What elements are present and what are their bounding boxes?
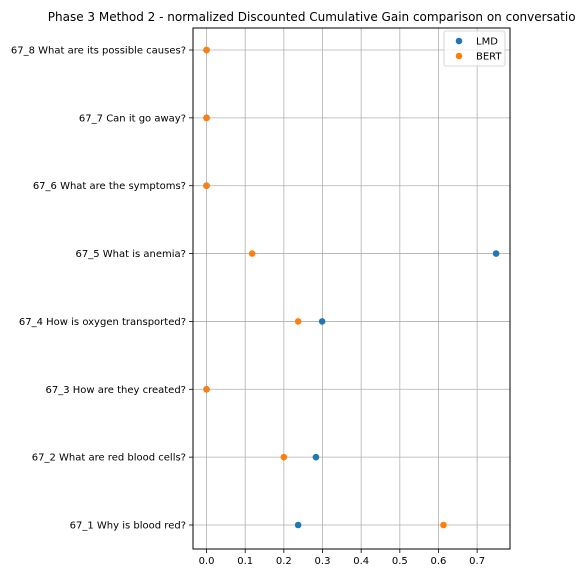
point-lmd — [318, 318, 326, 325]
legend-label: BERT — [476, 52, 502, 63]
point-bert — [280, 453, 288, 461]
point-bert — [203, 114, 210, 122]
x-tick-label: 0.6 — [431, 556, 447, 567]
point-bert — [203, 46, 210, 54]
x-tick-label: 0.0 — [199, 556, 215, 567]
y-tick-label: 67_2 What are red blood cells? — [32, 453, 186, 464]
y-tick-label: 67_5 What is anemia? — [76, 249, 186, 260]
point-lmd — [312, 453, 320, 461]
point-lmd — [294, 521, 302, 529]
point-bert — [203, 182, 210, 190]
x-tick-label: 0.7 — [469, 556, 485, 567]
y-tick-label: 67_8 What are its possible causes? — [11, 46, 186, 57]
legend: LMD BERT — [443, 30, 506, 67]
point-bert — [248, 250, 256, 257]
legend-marker — [455, 37, 463, 45]
legend-marker — [455, 52, 463, 60]
legend-label: LMD — [476, 37, 498, 48]
plot-frame — [192, 27, 511, 550]
point-bert — [294, 318, 302, 325]
y-tick-label: 67_6 What are the symptoms? — [33, 181, 186, 192]
point-bert — [440, 521, 447, 529]
grid-lines — [193, 28, 510, 549]
x-tick-label: 0.3 — [315, 556, 331, 567]
y-tick-label: 67_4 How is oxygen transported? — [19, 317, 186, 328]
data-points — [203, 46, 500, 529]
x-tick-label: 0.1 — [237, 556, 253, 567]
x-axis: 0.0 0.1 0.2 0.3 0.4 0.5 0.6 0.7 — [199, 549, 485, 567]
point-lmd — [492, 250, 500, 257]
x-tick-label: 0.4 — [353, 556, 369, 567]
x-tick-label: 0.2 — [276, 556, 292, 567]
chart-title: Phase 3 Method 2 - normalized Discounted… — [48, 10, 576, 24]
y-tick-label: 67_3 How are they created? — [45, 385, 186, 396]
point-bert — [203, 385, 210, 393]
y-tick-label: 67_7 Can it go away? — [79, 113, 186, 124]
y-axis: 67_1 Why is blood red? 67_2 What are red … — [11, 46, 193, 532]
x-tick-label: 0.5 — [392, 556, 408, 567]
y-tick-label: 67_1 Why is blood red? — [70, 521, 186, 532]
